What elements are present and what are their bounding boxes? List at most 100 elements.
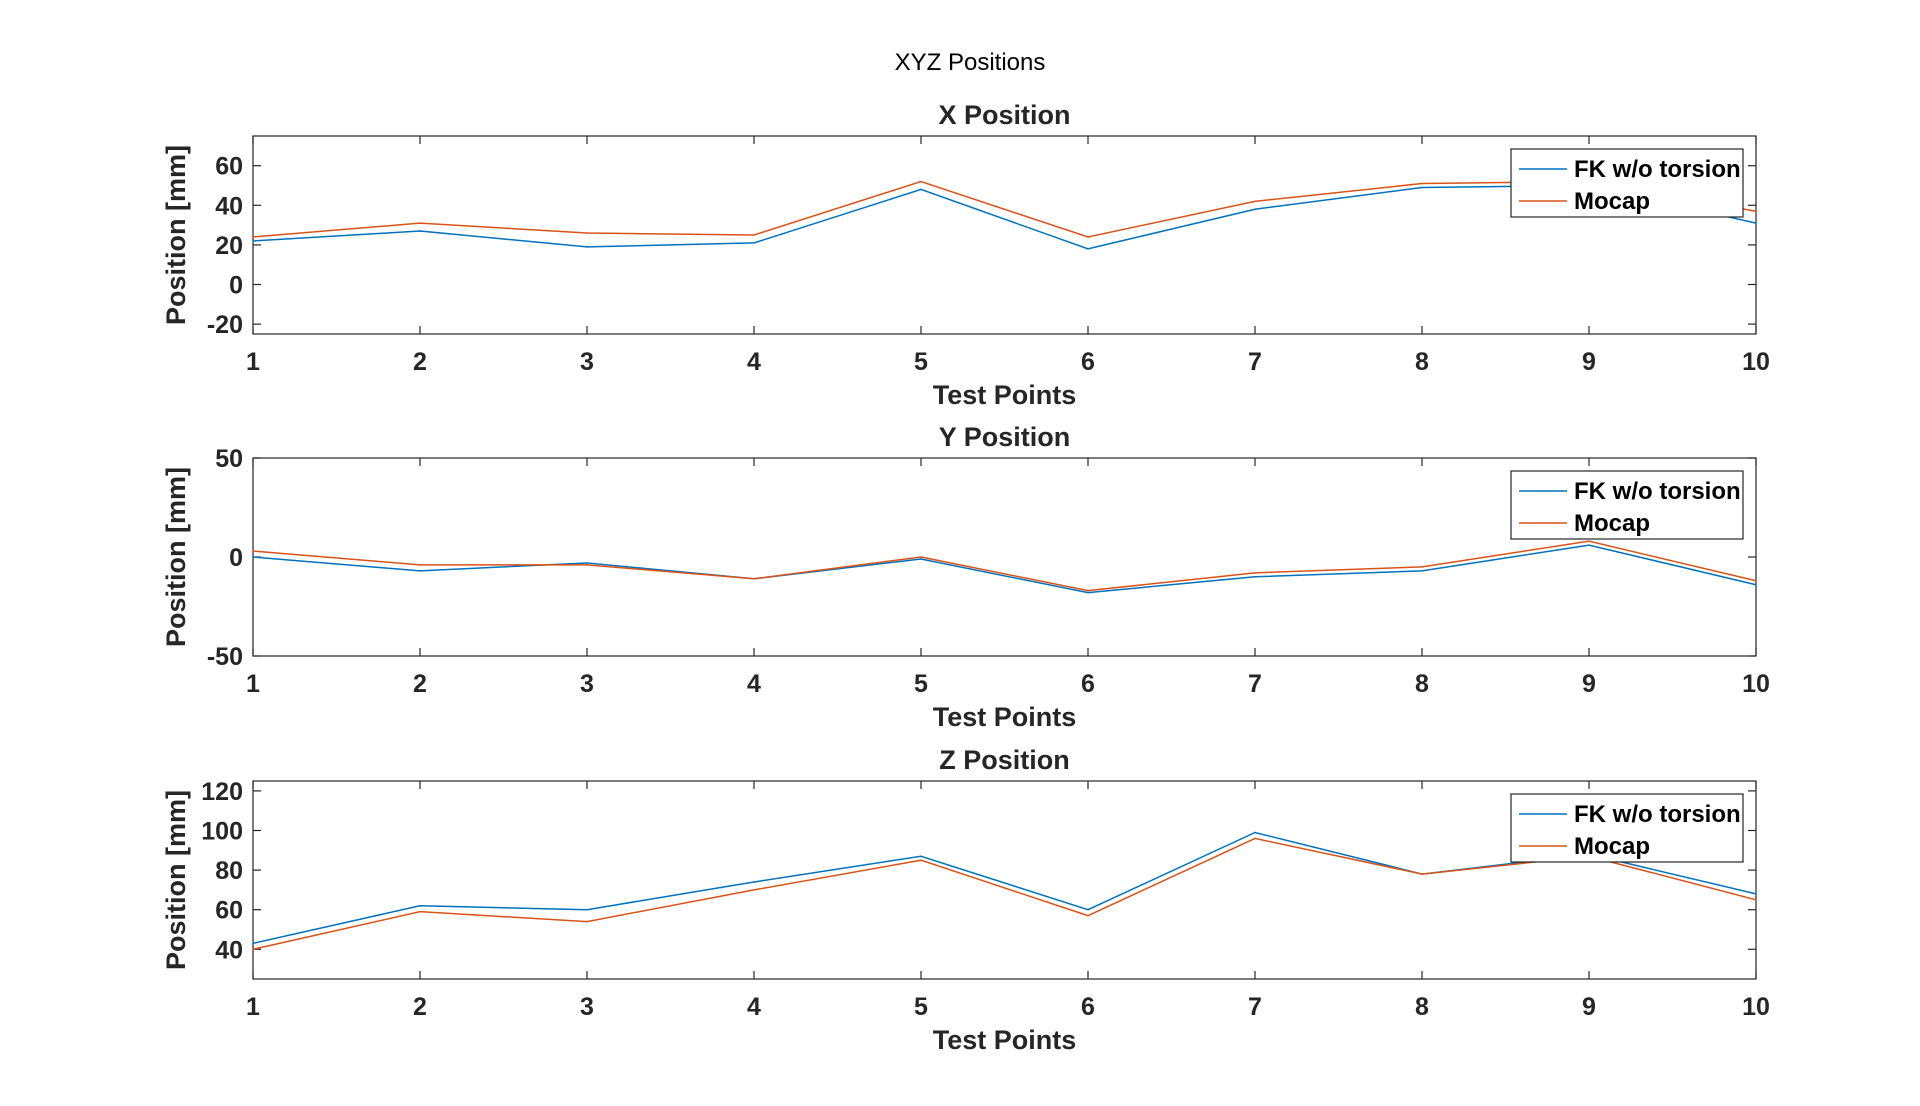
data-point: [753, 577, 755, 580]
data-point: [1755, 222, 1757, 224]
subplot-3: 1 2 3 4 5 6 7 8 9 10 40 60 80 100 120 Z Position Test Po…: [161, 745, 1770, 1055]
data-point: [920, 558, 922, 560]
legend-label: FK w/o torsion: [1574, 478, 1741, 505]
legend: FK w/o torsion Mocap: [1510, 148, 1744, 218]
legend-label: Mocap: [1574, 510, 1650, 537]
data-point: [1087, 591, 1089, 594]
data-point: [1087, 914, 1089, 917]
data-point: [419, 564, 421, 566]
x-tick-label: 1: [246, 348, 260, 376]
axes-frame: [252, 780, 1757, 980]
data-point: [753, 881, 755, 883]
x-tick-label: 8: [1415, 670, 1429, 698]
y-tick-label: 40: [215, 936, 243, 964]
data-point: [586, 562, 588, 564]
x-axis-label: Test Points: [933, 1025, 1077, 1055]
data-point: [920, 188, 922, 191]
y-tick-label: 0: [229, 544, 243, 572]
x-tick-label: 1: [246, 993, 260, 1021]
x-tick-label: 9: [1582, 348, 1596, 376]
data-point: [1421, 186, 1423, 189]
data-point: [1254, 837, 1256, 840]
data-point: [1421, 566, 1423, 568]
data-point: [920, 556, 922, 558]
x-tick-label: 10: [1742, 993, 1770, 1021]
subplot-2: 1 2 3 4 5 6 7 8 9 10 -50 0 50 Y Position Test Points Po…: [161, 422, 1770, 732]
data-point: [419, 230, 421, 232]
x-tick-label: 8: [1415, 993, 1429, 1021]
data-point: [252, 550, 254, 552]
y-axis-label: Position [mm]: [161, 467, 191, 647]
y-tick-label: 50: [215, 445, 243, 473]
x-tick-label: 5: [914, 993, 928, 1021]
x-tick-label: 9: [1582, 993, 1596, 1021]
data-point: [1087, 589, 1089, 592]
x-tick-label: 3: [580, 348, 594, 376]
y-axis-label: Position [mm]: [161, 790, 191, 970]
x-tick-label: 4: [747, 348, 761, 376]
data-point: [1755, 579, 1757, 582]
x-tick-label: 2: [413, 670, 427, 698]
y-tick-label: 100: [201, 818, 243, 846]
legend-label: Mocap: [1574, 833, 1650, 860]
legend-box: [1510, 793, 1744, 863]
data-point: [1421, 873, 1423, 875]
subplot-title: X Position: [938, 100, 1070, 130]
x-tick-label: 4: [747, 670, 761, 698]
data-point: [1421, 570, 1423, 572]
data-point: [419, 570, 421, 572]
data-point: [753, 234, 755, 236]
data-point: [1087, 248, 1089, 250]
x-tick-label: 2: [413, 993, 427, 1021]
x-tick-label: 9: [1582, 670, 1596, 698]
data-point: [419, 910, 421, 913]
y-tick-label: 80: [215, 857, 243, 885]
data-point: [586, 564, 588, 566]
data-point: [252, 236, 254, 238]
subplot-1: 1 2 3 4 5 6 7 8 9 10 -20 0 20 40 60 X Position Test Poin…: [161, 100, 1770, 410]
x-tick-label: 10: [1742, 348, 1770, 376]
y-axis-label: Position [mm]: [161, 145, 191, 325]
data-point: [920, 180, 922, 183]
data-point: [1755, 210, 1757, 213]
x-tick-label: 2: [413, 348, 427, 376]
y-tick-label: -20: [207, 311, 243, 339]
x-tick-label: 5: [914, 348, 928, 376]
legend: FK w/o torsion Mocap: [1510, 793, 1744, 863]
series-line-mocap: [252, 837, 1757, 951]
data-point: [586, 920, 588, 923]
x-tick-label: 7: [1248, 670, 1262, 698]
x-tick-label: 4: [747, 993, 761, 1021]
x-tick-label: 6: [1081, 348, 1095, 376]
data-point: [1588, 540, 1590, 542]
x-tick-label: 6: [1081, 993, 1095, 1021]
data-point: [1254, 208, 1256, 211]
y-tick-label: 60: [215, 153, 243, 181]
x-tick-label: 5: [914, 670, 928, 698]
legend-label: FK w/o torsion: [1574, 801, 1741, 828]
y-tick-label: 20: [215, 232, 243, 260]
data-point: [1254, 200, 1256, 203]
data-point: [1087, 236, 1089, 238]
x-tick-label: 3: [580, 993, 594, 1021]
y-tick-label: -50: [207, 643, 243, 671]
legend-box: [1510, 148, 1744, 218]
y-tick-label: 120: [201, 778, 243, 806]
subplots: 1 2 3 4 5 6 7 8 9 10 -20 0 20 40 60 X Position Test Poin…: [161, 100, 1770, 1055]
data-point: [920, 855, 922, 858]
series-line-mocap: [252, 540, 1757, 592]
x-tick-label: 10: [1742, 670, 1770, 698]
x-tick-label: 6: [1081, 670, 1095, 698]
x-tick-label: 3: [580, 670, 594, 698]
data-point: [252, 240, 254, 242]
data-point: [252, 556, 254, 558]
subplot-title: Y Position: [939, 422, 1071, 452]
axes-frame: [252, 135, 1757, 335]
y-tick-label: 40: [215, 192, 243, 220]
data-point: [753, 242, 755, 244]
x-axis-label: Test Points: [933, 702, 1077, 732]
data-point: [1588, 544, 1590, 546]
x-tick-label: 1: [246, 670, 260, 698]
legend-label: FK w/o torsion: [1574, 156, 1741, 183]
